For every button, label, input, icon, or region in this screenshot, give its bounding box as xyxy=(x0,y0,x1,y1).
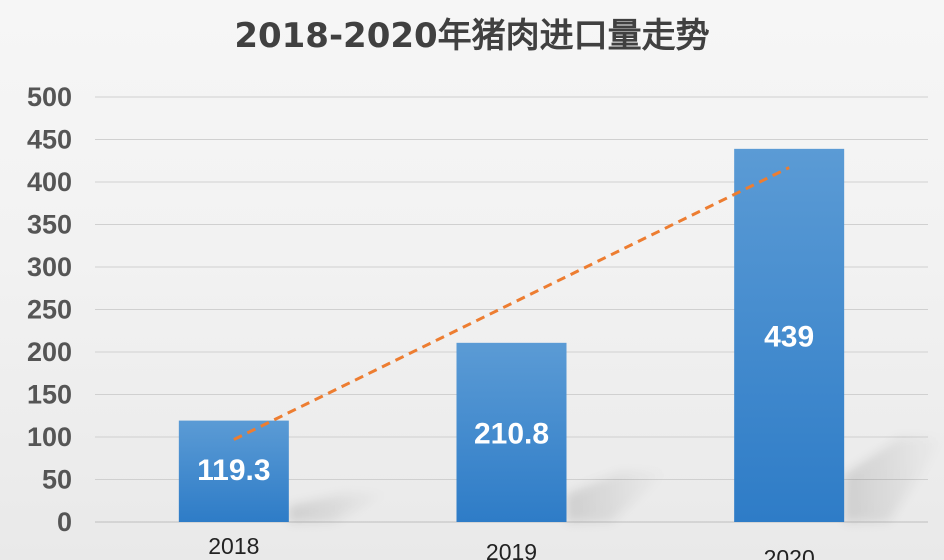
bar-shadow xyxy=(566,471,667,522)
bar-2020 xyxy=(734,148,845,522)
x-tick-label: 2020 xyxy=(764,545,815,560)
bar-shadows xyxy=(288,437,944,522)
data-label-2018: 119.3 xyxy=(197,454,270,487)
bar-2019 xyxy=(456,342,567,522)
y-axis-ticks: 0 50 100 150 200 250 300 350 400 450 500 xyxy=(27,82,72,537)
y-tick-label: 200 xyxy=(27,337,72,367)
y-tick-label: 250 xyxy=(27,295,72,325)
x-tick-label: 2018 xyxy=(208,533,259,559)
y-tick-label: 50 xyxy=(42,465,72,495)
data-label-2019: 210.8 xyxy=(474,417,549,450)
trendline-layer xyxy=(233,166,790,441)
bar-shadow xyxy=(288,493,389,522)
y-tick-label: 400 xyxy=(27,167,72,197)
x-axis-ticks: 2018 2019 2020 xyxy=(208,533,815,560)
data-labels: 119.3 210.8 439 xyxy=(197,320,814,487)
data-label-2020: 439 xyxy=(764,320,814,353)
bars xyxy=(178,148,845,522)
trendline xyxy=(233,166,790,441)
y-tick-label: 150 xyxy=(27,380,72,410)
y-tick-label: 350 xyxy=(27,210,72,240)
bar-2018 xyxy=(178,420,289,522)
y-tick-label: 100 xyxy=(27,422,72,452)
chart-title: 2018-2020年猪肉进口量走势 xyxy=(234,16,710,56)
y-tick-label: 450 xyxy=(27,125,72,155)
y-tick-label: 300 xyxy=(27,252,72,282)
x-tick-label: 2019 xyxy=(486,539,537,560)
bar-shadow xyxy=(844,437,944,522)
y-tick-label: 0 xyxy=(57,507,72,537)
y-tick-label: 500 xyxy=(27,82,72,112)
